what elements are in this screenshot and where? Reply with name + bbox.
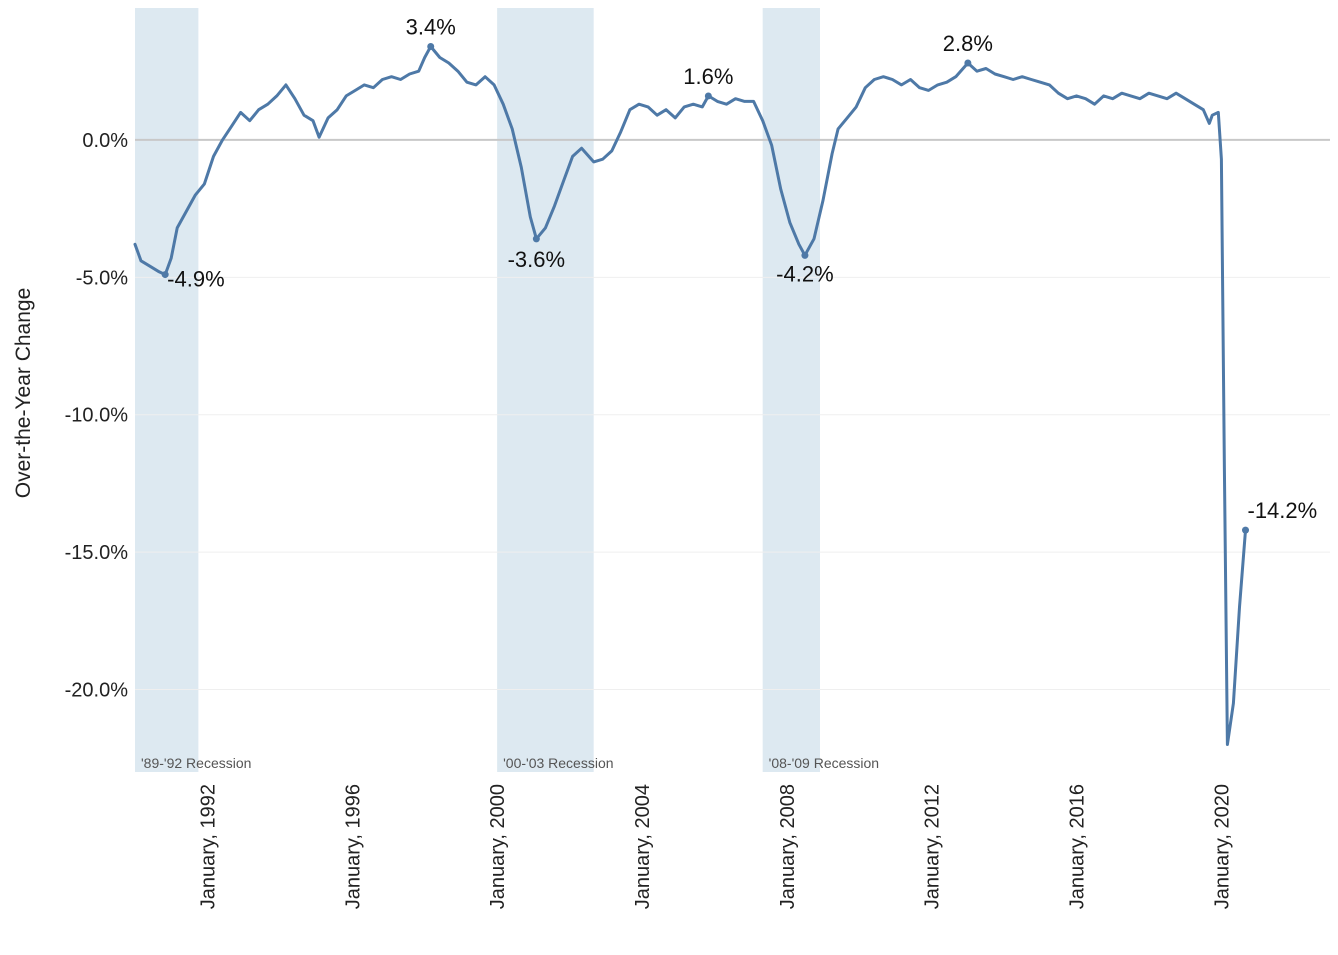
series xyxy=(133,45,1247,746)
x-axis: January, 1992 January, 1996 January, 2000 J… xyxy=(197,784,1233,909)
y-axis: 0.0% -5.0% -10.0% -15.0% -20.0% xyxy=(65,130,129,702)
annotation-label: 2.8% xyxy=(943,31,993,56)
annotation-point xyxy=(964,59,972,67)
x-tick-label: January, 2016 xyxy=(1067,784,1089,909)
y-tick-label: 0.0% xyxy=(82,130,128,152)
x-tick-label: January, 2020 xyxy=(1211,784,1233,909)
y-tick-label: -15.0% xyxy=(65,542,129,564)
annotation-label: -4.2% xyxy=(776,261,833,286)
gridlines xyxy=(135,138,1330,691)
x-tick-label: January, 1992 xyxy=(197,784,219,909)
recession-label: '89-'92 Recession xyxy=(141,755,251,771)
recession-label: '08-'09 Recession xyxy=(769,755,879,771)
x-tick-label: January, 2008 xyxy=(777,784,799,909)
annotation-label: -4.9% xyxy=(167,267,224,292)
recession-band xyxy=(135,8,199,772)
x-tick-label: January, 2004 xyxy=(632,784,654,909)
recession-band xyxy=(762,8,821,772)
x-tick-label: January, 2012 xyxy=(922,784,944,909)
recession-bands: '89-'92 Recession '00-'03 Recession '08-'0… xyxy=(135,8,879,772)
annotations: -4.9% 3.4% -3.6% 1.6% -4.2% 2.8% -14.2% xyxy=(161,14,1318,534)
annotation-label: -3.6% xyxy=(508,247,565,272)
x-tick-label: January, 1996 xyxy=(342,784,364,909)
y-tick-label: -10.0% xyxy=(65,405,129,427)
annotation-point xyxy=(427,42,435,50)
series-line xyxy=(133,45,1247,746)
y-tick-label: -5.0% xyxy=(76,267,128,289)
recession-label: '00-'03 Recession xyxy=(503,755,613,771)
annotation-point xyxy=(161,271,169,279)
recession-band xyxy=(497,8,594,772)
annotation-point xyxy=(704,92,712,100)
y-axis-title: Over-the-Year Change xyxy=(12,288,35,499)
annotation-label: 3.4% xyxy=(406,14,456,39)
annotation-point xyxy=(532,235,540,243)
annotation-point xyxy=(1242,526,1250,534)
y-tick-label: -20.0% xyxy=(65,680,129,702)
annotation-label: 1.6% xyxy=(683,64,733,89)
annotation-label: -14.2% xyxy=(1248,498,1318,523)
x-tick-label: January, 2000 xyxy=(487,784,509,909)
annotation-point xyxy=(801,251,809,259)
